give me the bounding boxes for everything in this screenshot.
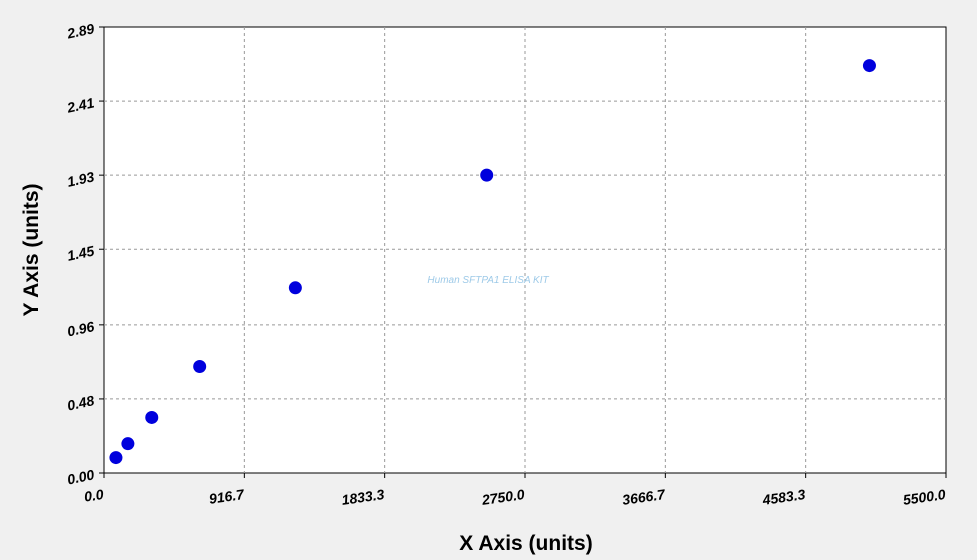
y-tick-label: 1.93 — [66, 168, 96, 189]
data-point — [193, 360, 207, 374]
data-points — [109, 59, 876, 465]
x-tick-label: 1833.3 — [341, 486, 386, 508]
data-point — [121, 437, 135, 451]
y-tick-label: 0.00 — [66, 466, 96, 487]
y-tick-label: 0.96 — [66, 318, 96, 339]
data-point — [109, 451, 123, 465]
watermark: Human SFTPA1 ELISA KIT — [427, 275, 549, 286]
grid — [104, 27, 946, 473]
y-tick-label: 0.48 — [66, 392, 96, 413]
x-axis-ticks: 0.0 916.7 1833.3 2750.0 3666.7 4583.3 5500.0 — [83, 473, 947, 508]
data-point — [480, 168, 494, 182]
x-tick-label: 4583.3 — [761, 486, 807, 508]
x-tick-label: 0.0 — [83, 486, 105, 505]
x-tick-label: 916.7 — [208, 486, 246, 507]
x-axis-title: X Axis (units) — [459, 532, 592, 555]
y-tick-label: 1.45 — [66, 242, 96, 263]
y-tick-label: 2.89 — [65, 20, 96, 42]
y-axis-ticks: 0.00 0.48 0.96 1.45 1.93 2.41 2.89 — [65, 20, 104, 488]
data-point — [862, 59, 876, 73]
y-axis-title: Y Axis (units) — [20, 183, 43, 316]
x-tick-label: 5500.0 — [902, 486, 947, 508]
data-point — [288, 281, 302, 295]
x-tick-label: 2750.0 — [480, 486, 526, 508]
y-tick-label: 2.41 — [65, 94, 96, 116]
data-point — [145, 410, 159, 424]
x-tick-label: 3666.7 — [621, 486, 667, 508]
